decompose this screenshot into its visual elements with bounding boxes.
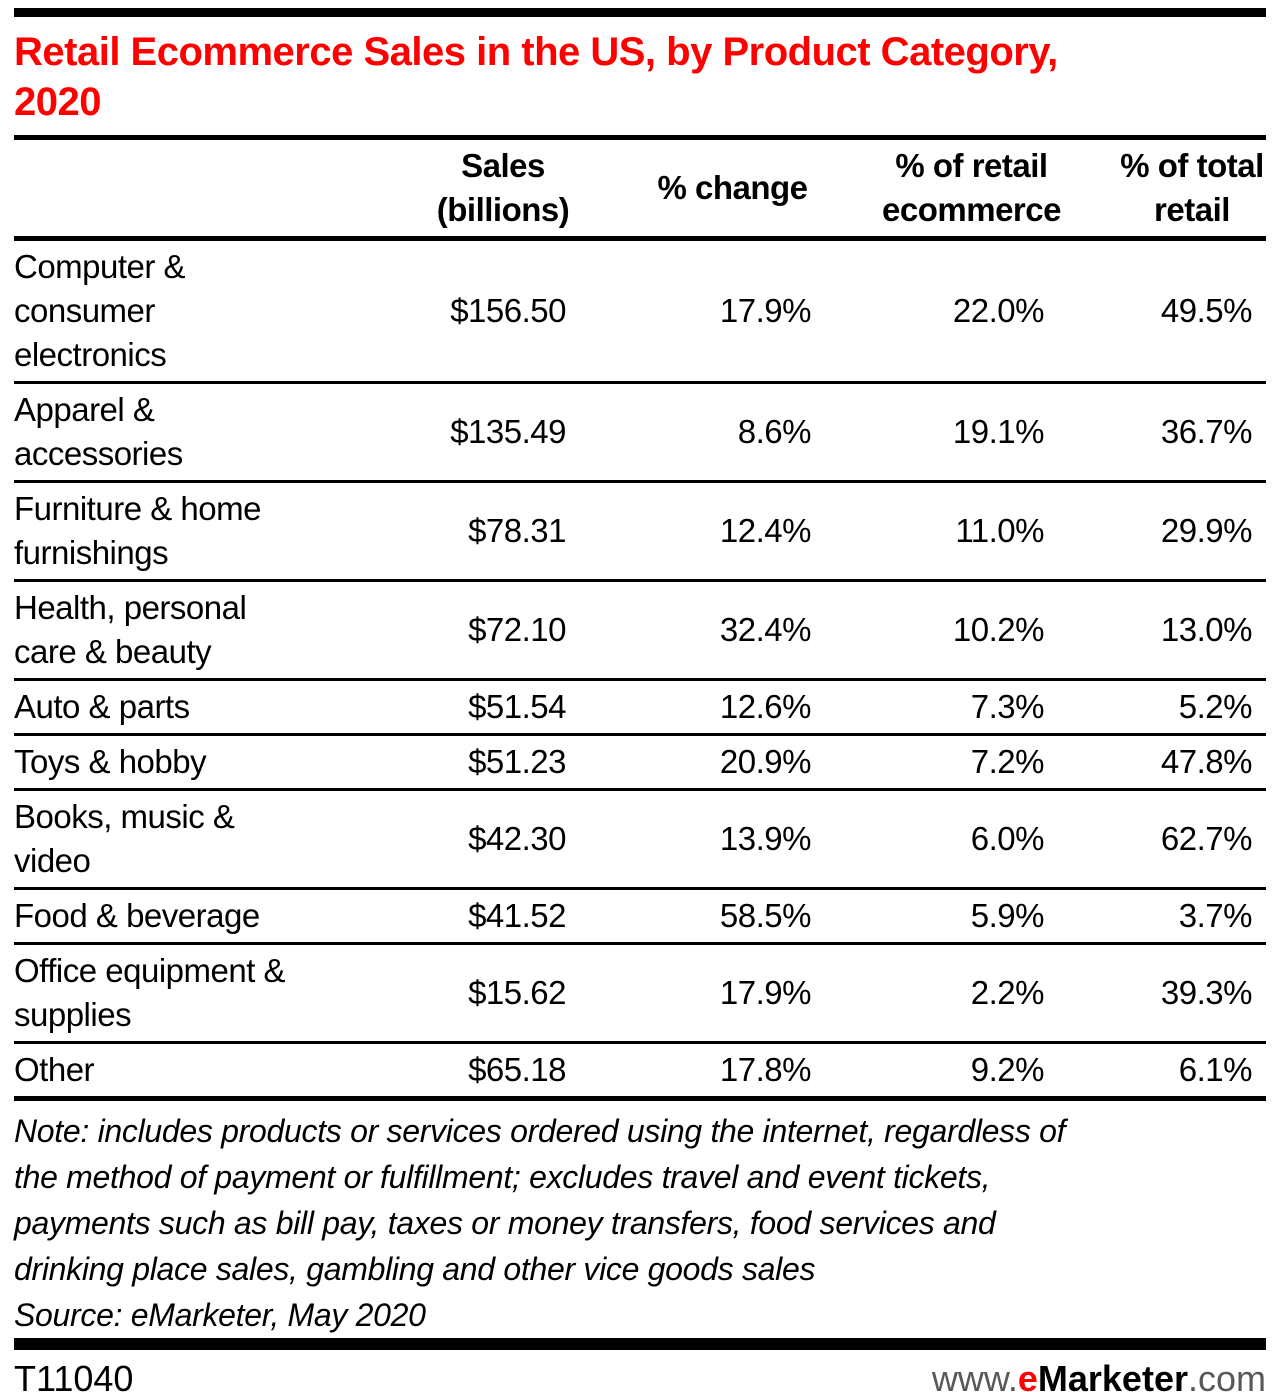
cell-percent-change: 13.9%	[580, 788, 825, 889]
table-row: Books, music & video $42.30 13.9% 6.0% 62.7%	[14, 788, 1266, 889]
table-row: Toys & hobby $51.23 20.9% 7.2% 47.8%	[14, 733, 1266, 790]
cell-percent-change: 58.5%	[580, 887, 825, 944]
cell-percent-change: 17.9%	[580, 942, 825, 1043]
header-percent-change: % change	[580, 137, 825, 241]
cell-percent-retail-ecommerce: 6.0%	[825, 788, 1058, 889]
cell-category: Books, music & video	[14, 788, 366, 889]
chart-id: T11040	[14, 1358, 134, 1392]
cell-percent-retail-ecommerce: 11.0%	[825, 480, 1058, 581]
url-e: e	[1017, 1358, 1038, 1392]
cell-sales: $41.52	[366, 887, 580, 944]
cell-percent-retail-ecommerce: 7.3%	[825, 678, 1058, 735]
cell-percent-total-retail: 47.8%	[1058, 733, 1266, 790]
cell-percent-total-retail: 62.7%	[1058, 788, 1266, 889]
cell-sales: $42.30	[366, 788, 580, 889]
table-row: Office equipment & supplies $15.62 17.9% 2.…	[14, 942, 1266, 1043]
header-percent-retail-ecommerce: % of retail ecommerce	[825, 137, 1061, 241]
header-row: Sales (billions) % change % of retail ec…	[14, 137, 1266, 241]
cell-sales: $72.10	[366, 579, 580, 680]
cell-percent-retail-ecommerce: 5.9%	[825, 887, 1058, 944]
cell-category: Food & beverage	[14, 887, 366, 944]
cell-percent-total-retail: 29.9%	[1058, 480, 1266, 581]
cell-percent-change: 17.9%	[719, 292, 812, 329]
url-brand: Marketer	[1037, 1358, 1188, 1392]
header-percent-total-retail: % of total retail	[1058, 137, 1266, 241]
cell-percent-total-retail: 3.7%	[1058, 887, 1266, 944]
url-www: www.	[931, 1358, 1018, 1392]
top-rule-bar	[14, 8, 1266, 17]
cell-percent-total-retail: 49.5%	[1160, 292, 1253, 329]
page-title: Retail Ecommerce Sales in the US, by Pro…	[14, 30, 1058, 124]
cell-percent-change: 32.4%	[580, 579, 825, 680]
cell-category: Other	[14, 1041, 366, 1099]
cell-category: Furniture & home furnishings	[14, 480, 366, 581]
table-row: Computer & consumer electronics $156.50 17…	[14, 239, 1266, 383]
cell-category: Office equipment & supplies	[14, 942, 366, 1043]
cell-percent-change: 20.9%	[580, 733, 825, 790]
cell-percent-total-retail: 5.2%	[1058, 678, 1266, 735]
source-text: Source: eMarketer, May 2020	[14, 1297, 426, 1333]
cell-sales: $78.31	[366, 480, 580, 581]
table-body: Computer & consumer electronics $156.50 17…	[14, 239, 1266, 1099]
cell-sales: $51.23	[366, 733, 580, 790]
footer: T11040 www.eMarketer.com	[14, 1338, 1266, 1392]
table-row: Apparel & accessories $135.49 8.6% 19.1% 36.…	[14, 381, 1266, 482]
table-row: Auto & parts $51.54 12.6% 7.3% 5.2%	[14, 678, 1266, 735]
cell-sales: $15.62	[366, 942, 580, 1043]
cell-percent-change: 12.6%	[580, 678, 825, 735]
footer-rule-bar	[14, 1338, 1266, 1350]
cell-category: Auto & parts	[14, 678, 366, 735]
header-sales-billions: Sales (billions)	[366, 137, 580, 241]
cell-category: Computer & consumer electronics	[14, 248, 186, 373]
cell-percent-change: 12.4%	[580, 480, 825, 581]
cell-percent-total-retail: 36.7%	[1058, 381, 1266, 482]
cell-percent-retail-ecommerce: 7.2%	[825, 733, 1058, 790]
cell-percent-retail-ecommerce: 9.2%	[825, 1041, 1058, 1099]
cell-percent-total-retail: 13.0%	[1058, 579, 1266, 680]
cell-sales: $51.54	[366, 678, 580, 735]
cell-category: Health, personal care & beauty	[14, 579, 366, 680]
cell-percent-retail-ecommerce: 10.2%	[825, 579, 1058, 680]
table-row: Other $65.18 17.8% 9.2% 6.1%	[14, 1041, 1266, 1099]
header-category	[14, 137, 366, 241]
cell-percent-retail-ecommerce: 22.0%	[952, 292, 1045, 329]
cell-percent-total-retail: 6.1%	[1058, 1041, 1266, 1099]
table-row: Health, personal care & beauty $72.10 32.4…	[14, 579, 1266, 680]
footnote-block: Note: includes products or services orde…	[14, 1108, 1266, 1338]
cell-category: Apparel & accessories	[14, 381, 366, 482]
cell-percent-retail-ecommerce: 19.1%	[825, 381, 1058, 482]
cell-percent-retail-ecommerce: 2.2%	[825, 942, 1058, 1043]
cell-percent-total-retail: 39.3%	[1058, 942, 1266, 1043]
note-text: Note: includes products or services orde…	[14, 1113, 1066, 1287]
cell-percent-change: 8.6%	[580, 381, 825, 482]
cell-percent-change: 17.8%	[580, 1041, 825, 1099]
cell-category: Toys & hobby	[14, 733, 366, 790]
data-table: Sales (billions) % change % of retail ec…	[14, 135, 1266, 1101]
cell-sales: $135.49	[366, 381, 580, 482]
cell-sales: $156.50	[450, 292, 566, 329]
table-row: Food & beverage $41.52 58.5% 5.9% 3.7%	[14, 887, 1266, 944]
table-row: Furniture & home furnishings $78.31 12.4% 1…	[14, 480, 1266, 581]
cell-sales: $65.18	[366, 1041, 580, 1099]
url-com: .com	[1187, 1358, 1266, 1392]
emarketer-url: www.eMarketer.com	[932, 1359, 1266, 1392]
